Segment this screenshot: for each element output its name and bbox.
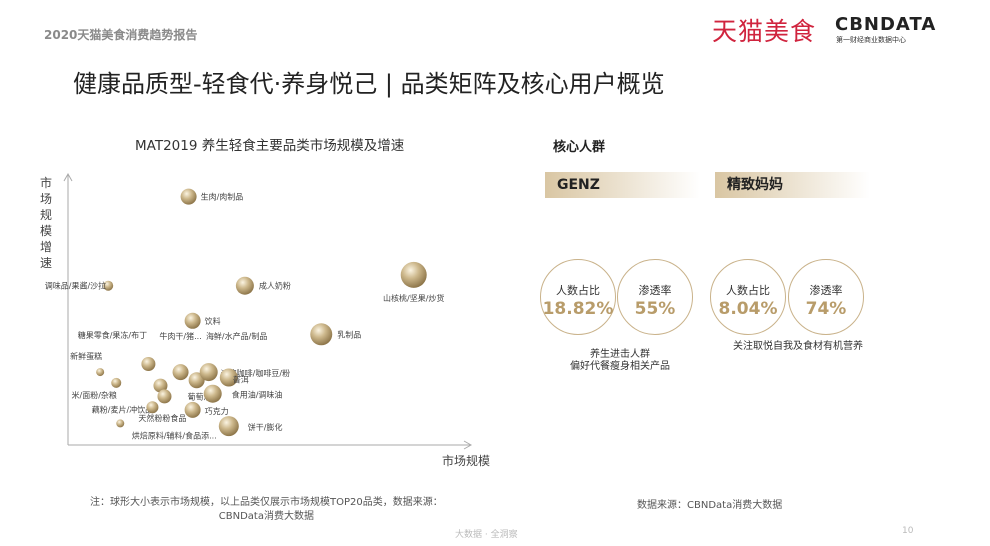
bubble xyxy=(199,363,218,382)
label: 渗透率 xyxy=(809,284,843,297)
bubble xyxy=(116,419,125,428)
y-axis-arrow xyxy=(63,172,73,182)
genz-penetration-circle: 渗透率 55% xyxy=(617,259,693,335)
cbndata-logo-sub: 第一财经商业数据中心 xyxy=(836,36,906,44)
cbndata-logo: CBNDATA xyxy=(835,14,937,35)
bubble xyxy=(96,368,105,377)
bubble-label: 调味品/果酱/沙拉 xyxy=(45,281,106,291)
group-band-genz: GENZ xyxy=(545,172,700,198)
value: 74% xyxy=(805,299,847,319)
footer-slogan: 大数据 · 全洞察 xyxy=(455,530,518,540)
bubble xyxy=(188,372,205,389)
value: 18.82% xyxy=(542,299,614,319)
bubble-label: 米/面粉/杂粮 xyxy=(72,390,117,400)
bubble-label: 生肉/肉制品 xyxy=(201,192,244,202)
label: 人数占比 xyxy=(726,284,770,297)
page-number: 10 xyxy=(902,526,914,536)
bubble-label: 食用油/调味油 xyxy=(232,390,283,400)
bubble-label: 天然粉粉食品 xyxy=(138,413,186,423)
desc-line: 关注取悦自我及食材有机营养 xyxy=(733,341,863,352)
bubble xyxy=(111,377,122,388)
bubble-label: 糖果零食/果冻/布丁 xyxy=(78,330,147,340)
mom-share-circle: 人数占比 8.04% xyxy=(710,259,786,335)
x-axis-arrow xyxy=(463,440,473,450)
bubble xyxy=(141,357,156,371)
bubble xyxy=(310,323,333,346)
bubble xyxy=(103,280,114,291)
mom-description: 关注取悦自我及食材有机营养 xyxy=(718,341,878,353)
x-axis-label: 市场规模 xyxy=(442,454,491,468)
bubble xyxy=(146,401,159,414)
desc-line: 养生进击人群 xyxy=(590,349,650,360)
bubble xyxy=(203,384,222,403)
bubble-label: 藕粉/麦片/冲饮品 xyxy=(92,405,153,415)
report-name: 2020天猫美食消费趋势报告 xyxy=(44,28,198,42)
value: 55% xyxy=(634,299,676,319)
desc-line: 偏好代餐瘦身相关产品 xyxy=(570,361,670,372)
group-band-mom: 精致妈妈 xyxy=(715,172,870,198)
bubble xyxy=(153,378,168,393)
bubble-label: 饼干/膨化 xyxy=(248,422,283,432)
bubble xyxy=(184,401,201,418)
bubble-label: 葡萄酒 xyxy=(187,391,211,401)
bubble-label: 海鲜/水产品/制品 xyxy=(206,331,267,341)
note-line: CBNData消费大数据 xyxy=(218,511,314,522)
mom-penetration-circle: 渗透率 74% xyxy=(788,259,864,335)
bubble-label: 牛肉干/猪... xyxy=(159,331,201,341)
bubble-label: 山核桃/坚果/炒货 xyxy=(383,293,444,303)
bubble xyxy=(235,276,254,295)
bubble xyxy=(172,364,189,381)
genz-description: 养生进击人群 偏好代餐瘦身相关产品 xyxy=(560,349,680,373)
tmall-food-logo: 天猫美食 xyxy=(712,17,817,46)
bubble xyxy=(180,188,197,205)
note-line: 注：球形大小表示市场规模，以上品类仅展示市场规模TOP20品类，数据来源： xyxy=(90,497,443,508)
bubble-label: 新鲜蛋糕 xyxy=(70,351,102,361)
bubble-label: 普洱 xyxy=(233,375,249,385)
bubble-label: 巧克力 xyxy=(205,406,229,416)
bubble-label: 速溶咖啡/咖啡豆/粉 xyxy=(221,368,290,378)
bubble-label: 烘焙原料/辅料/食品添... xyxy=(132,430,217,440)
genz-share-circle: 人数占比 18.82% xyxy=(540,259,616,335)
data-source: 数据来源：CBNData消费大数据 xyxy=(637,500,783,511)
page-title: 健康品质型-轻食代·养身悦己 | 品类矩阵及核心用户概览 xyxy=(73,70,665,98)
label: 人数占比 xyxy=(556,284,600,297)
bubble xyxy=(219,368,238,387)
bubble xyxy=(157,389,172,404)
label: 渗透率 xyxy=(638,284,672,297)
bubble-label: 成人奶粉 xyxy=(259,281,291,291)
bubble xyxy=(218,416,239,437)
bubble xyxy=(400,261,427,288)
core-group-heading: 核心人群 xyxy=(553,140,606,155)
chart-note: 注：球形大小表示市场规模，以上品类仅展示市场规模TOP20品类，数据来源： CBN… xyxy=(90,496,443,524)
bubble-label: 饮料 xyxy=(205,316,221,326)
value: 8.04% xyxy=(718,299,778,319)
bubble xyxy=(184,312,201,329)
chart-title: MAT2019 养生轻食主要品类市场规模及增速 xyxy=(135,138,405,154)
y-axis-label: 市场规模增速 xyxy=(40,176,53,270)
bubble-label: 乳制品 xyxy=(337,329,361,339)
